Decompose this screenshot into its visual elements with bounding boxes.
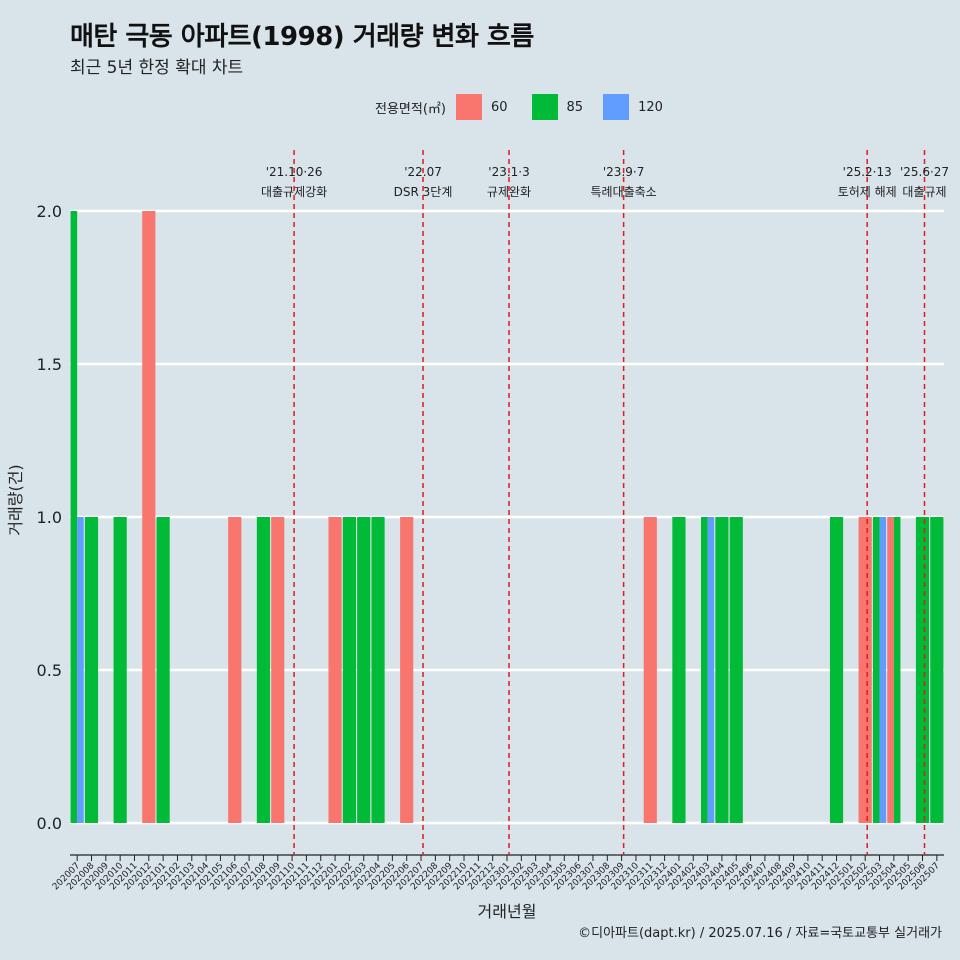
bar [829, 517, 844, 823]
x-axis-label: 거래년월 [477, 902, 537, 921]
legend-label-60: 60 [490, 99, 508, 115]
chart-subtitle: 최근 5년 한정 확대 차트 [70, 58, 244, 78]
bar [887, 517, 894, 823]
y-tick-label: 0.0 [37, 814, 62, 833]
legend-item-120: 120 [603, 94, 663, 120]
bar [77, 517, 84, 823]
event-name-label: 토허제 해제 [838, 185, 897, 199]
bar [707, 517, 715, 823]
event-name-label: 대출규제강화 [261, 185, 327, 199]
event-date-label: '22.07 [404, 165, 442, 179]
legend-swatch-60 [455, 94, 482, 120]
event-date-label: '23.9·7 [603, 165, 644, 179]
bar [271, 517, 285, 823]
event-date-label: '25.6·27 [900, 165, 949, 179]
bar [228, 517, 242, 823]
event-name-label: 특례대출축소 [590, 185, 656, 199]
bar [715, 517, 729, 823]
y-tick-label: 1.0 [37, 508, 62, 527]
bar [342, 517, 356, 823]
legend-swatch-85 [531, 94, 558, 120]
bar [893, 517, 901, 823]
legend-label-85: 85 [566, 99, 584, 115]
legend-item-85: 85 [531, 94, 598, 120]
legend-swatch-120 [603, 94, 630, 120]
bar [729, 517, 743, 823]
bar [872, 517, 880, 823]
bar [113, 517, 127, 823]
bar [156, 517, 170, 823]
bar [70, 211, 78, 823]
legend-title: 전용면적(㎡) [375, 101, 446, 117]
legend-label-120: 120 [638, 99, 663, 115]
chart-title: 매탄 극동 아파트(1998) 거래량 변화 흐름 [70, 22, 534, 52]
bar [400, 517, 414, 823]
y-axis-label: 거래량(건) [6, 464, 25, 536]
event-date-label: '25.2·13 [843, 165, 892, 179]
bar [915, 517, 930, 823]
legend-item-60: 60 [455, 94, 526, 120]
y-tick-label: 0.5 [37, 661, 62, 680]
bar [84, 517, 99, 823]
bar [256, 517, 271, 823]
bar [328, 517, 342, 823]
bar [142, 211, 156, 823]
bar [357, 517, 371, 823]
bar [930, 517, 944, 823]
bar [643, 517, 657, 823]
event-name-label: DSR 3단계 [394, 185, 453, 199]
event-date-label: '21.10·26 [266, 165, 323, 179]
event-date-label: '23.1·3 [488, 165, 529, 179]
source-caption: ©디아파트(dapt.kr) / 2025.07.16 / 자료=국토교통부 실… [578, 926, 942, 941]
bar [672, 517, 686, 823]
bar [879, 517, 887, 823]
bar [371, 517, 385, 823]
y-tick-label: 2.0 [37, 202, 62, 221]
event-name-label: 규제완화 [487, 185, 531, 199]
bar [858, 517, 872, 823]
y-tick-label: 1.5 [37, 355, 62, 374]
bar [700, 517, 708, 823]
event-name-label: 대출규제 [902, 185, 946, 199]
legend: 전용면적(㎡) 60 85 120 [375, 92, 669, 122]
